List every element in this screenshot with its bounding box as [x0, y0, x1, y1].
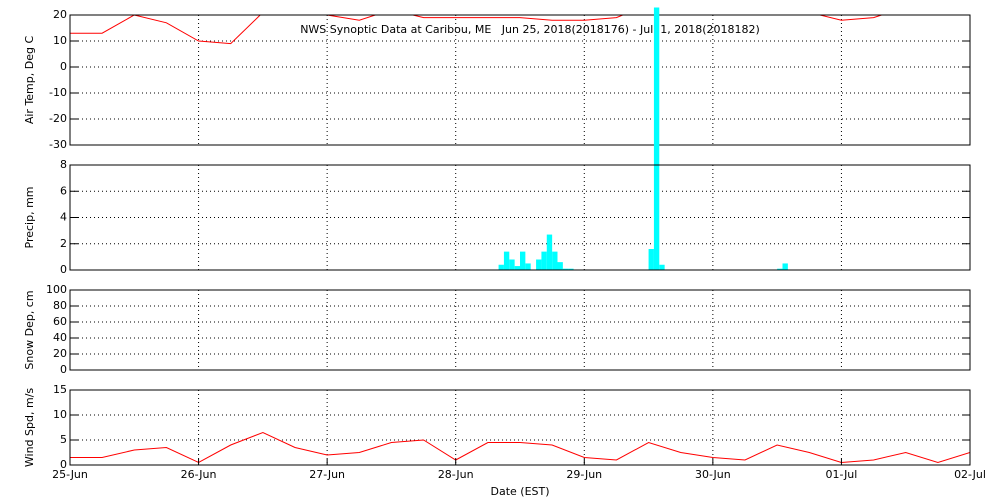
- plot-frame: [69, 14, 971, 146]
- y-tick-label: 8: [60, 158, 67, 171]
- x-tick-label: 01-Jul: [825, 468, 857, 481]
- bar: [648, 249, 654, 270]
- bar: [546, 234, 553, 270]
- chart-title: NWS Synoptic Data at Caribou, ME Jun 25,…: [300, 23, 760, 36]
- bar: [777, 268, 783, 270]
- y-tick-label: -20: [49, 112, 67, 125]
- x-tick-label: 26-Jun: [181, 468, 217, 481]
- plot-frame: [69, 289, 971, 371]
- bar: [503, 251, 510, 270]
- y-tick-label: 20: [53, 347, 67, 360]
- y-axis-label: Snow Dep, cm: [23, 290, 36, 369]
- y-axis-label: Wind Spd, m/s: [23, 388, 36, 468]
- bar: [520, 251, 526, 270]
- bar: [552, 251, 558, 270]
- data-line: [70, 431, 970, 464]
- x-axis-label: Date (EST): [490, 485, 549, 498]
- x-tick-label: 30-Jun: [695, 468, 731, 481]
- bar: [509, 259, 515, 270]
- bar: [541, 251, 547, 270]
- y-tick-label: -30: [49, 138, 67, 151]
- y-tick-label: 2: [60, 237, 67, 250]
- x-tick-label: 02-Jul: [954, 468, 986, 481]
- bar: [653, 7, 660, 270]
- y-tick-label: 20: [53, 8, 67, 21]
- y-tick-label: 5: [60, 433, 67, 446]
- bar: [659, 264, 665, 270]
- x-tick-label: 27-Jun: [309, 468, 345, 481]
- y-tick-label: 100: [46, 283, 67, 296]
- y-axis-label: Precip, mm: [23, 187, 36, 249]
- plot-frame: [69, 389, 971, 466]
- plot-frame: [69, 164, 971, 271]
- y-tick-label: 80: [53, 299, 67, 312]
- y-tick-label: 0: [60, 458, 67, 471]
- y-tick-label: 0: [60, 60, 67, 73]
- y-tick-label: 10: [53, 34, 67, 47]
- bar: [562, 268, 569, 270]
- bar: [568, 268, 574, 270]
- y-tick-label: 40: [53, 331, 67, 344]
- y-tick-label: 4: [60, 211, 67, 224]
- y-axis-label: Air Temp, Deg C: [23, 36, 36, 125]
- y-tick-label: 60: [53, 315, 67, 328]
- y-tick-label: 15: [53, 383, 67, 396]
- x-tick-label: 29-Jun: [566, 468, 602, 481]
- x-tick-label: 25-Jun: [52, 468, 88, 481]
- y-tick-label: 10: [53, 408, 67, 421]
- y-tick-label: 6: [60, 184, 67, 197]
- x-tick-label: 28-Jun: [438, 468, 474, 481]
- y-tick-label: 0: [60, 263, 67, 276]
- bar: [498, 264, 504, 270]
- bar: [557, 262, 563, 270]
- bar: [782, 263, 788, 270]
- y-tick-label: 0: [60, 363, 67, 376]
- bar: [536, 259, 542, 270]
- y-tick-label: -10: [49, 86, 67, 99]
- bar: [514, 266, 520, 270]
- bar: [525, 263, 531, 270]
